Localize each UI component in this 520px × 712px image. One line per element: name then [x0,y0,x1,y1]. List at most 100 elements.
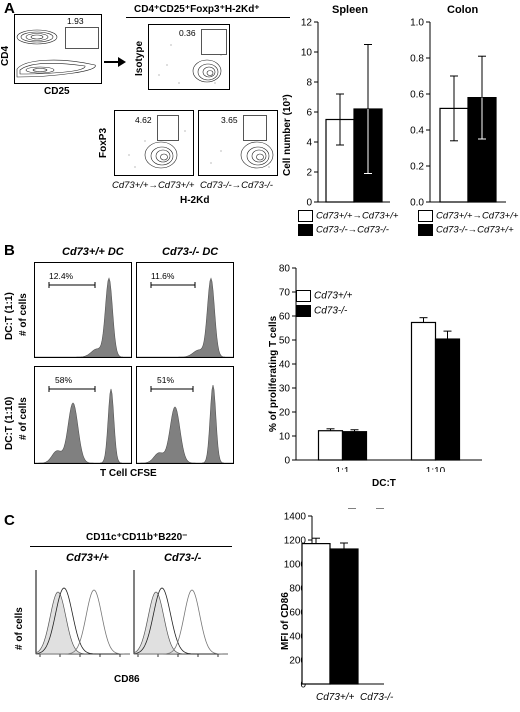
histogram-shape [136,384,233,464]
foxp3-wt-gate [157,115,179,141]
isotype-dots [158,44,222,84]
arrow-icon [104,57,126,67]
isotype-gate-value: 0.36 [179,28,196,38]
cd4-gate [65,27,99,49]
y-tick-label: 10 [301,48,313,59]
isotype-gate [201,29,227,55]
mfi-bar-chart: 0200400600800100012001400 [284,508,384,688]
y-tick-label: 0 [284,456,290,467]
bar [329,548,359,685]
legend-label: Cd73-/-→Cd73+/+ [436,224,514,236]
hist-value: 51% [157,375,175,385]
y-tick-label: 1000 [284,560,307,571]
y-tick-label: 70 [279,288,291,299]
colon-legend-wt: Cd73+/+→Cd73+/+ [418,210,518,222]
cd86-hist-wt [35,570,130,657]
hist-value: 11.6% [151,271,175,281]
foxp3-ko-caption: Cd73-/-→Cd73-/- [200,180,273,191]
y-tick-label: 1400 [284,512,307,523]
mfi-cat-wt: Cd73+/+ [316,692,355,703]
panel-b-col-title-wt: Cd73+/+ DC [62,246,124,258]
cfse-hist-wt-1to10-shape [34,386,131,464]
cfse-hist-ko-1to1: 11.6% [136,262,234,358]
foxp3-ko-gate [243,115,267,141]
low-histogram [35,587,130,655]
bar [317,430,344,461]
y-tick-label: 60 [279,312,291,323]
y-tick-label: 0.2 [410,162,424,173]
bar [434,338,461,461]
mfi-cat-ko: Cd73-/- [360,692,394,703]
panel-c-gate-underline [30,546,232,547]
foxp3-wt-contours [128,130,186,169]
panel-c-col-title-wt: Cd73+/+ [66,552,109,564]
cd86-hist-ko [133,570,228,657]
legend-swatch-black [296,305,311,317]
prolif-ylabel: % of proliferating T cells [268,315,279,432]
row-label-1to1: DC:T (1:1) [4,292,15,340]
cd86-axis-label: CD86 [114,674,140,685]
y-tick-label: 80 [279,264,291,275]
panel-b-letter: B [4,242,15,259]
histogram-shape [34,388,131,464]
prolif-xlabel: DC:T [372,478,396,489]
y-tick-label: 10 [279,432,291,443]
y-tick-label: 1.0 [410,18,424,29]
y-tick-label: 8 [306,78,312,89]
spleen-legend-ko: Cd73-/-→Cd73-/- [298,224,389,236]
y-tick-label: 800 [289,584,306,595]
hist-value: 12.4% [49,271,74,281]
cd4-cd25-plot: 1.93 [14,14,102,84]
cfse-axis-label: T Cell CFSE [100,468,157,479]
spleen-legend-wt: Cd73+/+→Cd73+/+ [298,210,398,222]
legend-label: Cd73+/+ [314,290,353,302]
y-tick-label: 6 [306,108,312,119]
isotype-histogram [133,591,228,655]
y-tick-label: 2 [306,168,312,179]
y-tick-label: 30 [279,384,291,395]
panel-a-gate-underline [126,17,290,18]
h2kd-axis-label: H-2Kd [180,195,210,206]
legend-swatch-white [298,210,313,222]
foxp3-wt-gate-value: 4.62 [135,115,152,125]
y-tick-label: 0.4 [410,126,424,137]
bar [301,542,331,685]
bar [410,321,437,461]
cd25-axis-label: CD25 [44,86,70,97]
y-tick-label: 12 [301,18,313,29]
isotype-plot: 0.36 [148,24,230,90]
y-tick-label: 0.6 [410,90,424,101]
panel-c-letter: C [4,512,15,529]
colon-title: Colon [447,4,479,16]
foxp3-plot-wt: 4.62 [114,110,194,176]
proliferation-bar-chart: 0 10 20 30 40 50 60 70 80 1:1 1:10 [279,264,482,472]
legend-swatch-white [296,290,311,302]
cfse-hist-wt-1to1: 12.4% [34,262,132,358]
legend-label: Cd73+/+→Cd73+/+ [436,210,519,222]
foxp3-plot-ko: 3.65 [198,110,278,176]
y-tick-label: 4 [306,138,312,149]
cfse-hist-ko-1to10-shape [136,384,233,464]
cd4-cd25-contours [16,29,96,78]
panel-c-col-title-ko: Cd73-/- [164,552,202,564]
hist-value: 58% [55,375,73,385]
colon-legend-ko: Cd73-/-→Cd73+/+ [418,224,514,236]
foxp3-ko-contours [210,141,274,169]
legend-label: Cd73-/- [314,305,348,317]
prolif-legend-ko: Cd73-/- [296,305,347,317]
legend-swatch-black [298,224,313,236]
row-label-1to10: DC:T (1:10) [4,396,15,450]
y-tick-label: 600 [289,608,306,619]
cd4-gate-value: 1.93 [67,16,84,26]
row-sub-1to10: # of cells [18,397,29,440]
spleen-ylabel: Cell number (10³) [282,94,293,176]
y-tick-label: 400 [289,632,306,643]
histogram-shape [35,277,131,358]
histogram-shape [137,277,233,358]
high-histogram [134,589,228,655]
row-sub-1to1: # of cells [18,293,29,336]
panel-a-gate-label: CD4⁺CD25⁺Foxp3⁺H-2Kd⁺ [134,4,260,15]
x-tick-label: 1:1 [336,466,350,472]
isotype-histogram [35,591,130,655]
legend-swatch-black [418,224,433,236]
